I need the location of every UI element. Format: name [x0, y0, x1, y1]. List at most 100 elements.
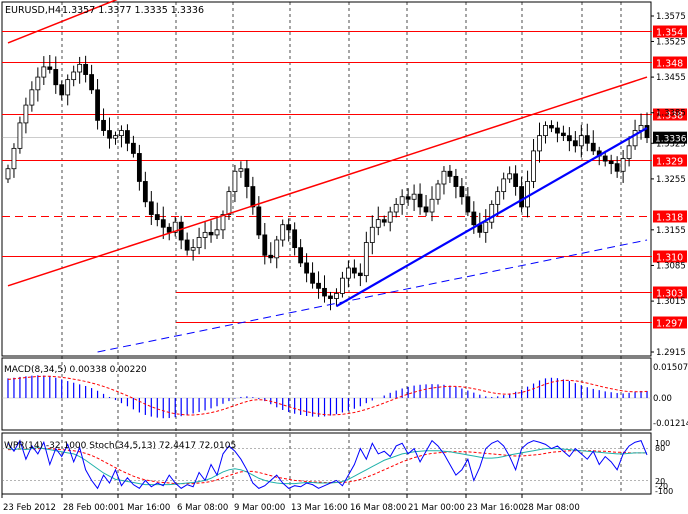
candle-body — [304, 262, 309, 274]
candle-body — [543, 125, 548, 137]
osc-tick-label-1: 80 — [655, 444, 665, 453]
candle-body — [142, 181, 148, 203]
candle — [113, 131, 118, 145]
candle-body — [351, 267, 357, 274]
wpr-line — [7, 439, 648, 490]
candle-body — [453, 175, 459, 187]
candle-body — [555, 127, 560, 134]
candle-body — [322, 287, 327, 297]
candle — [83, 55, 89, 83]
time-tick-label-0: 23 Feb 2012 — [3, 503, 56, 513]
candle-body — [495, 191, 501, 205]
candle — [101, 108, 106, 136]
candle — [340, 271, 345, 298]
candle-body — [280, 224, 286, 241]
candle — [298, 239, 304, 267]
candle — [435, 179, 441, 205]
time-tick-label-1: 28 Feb 00:00 — [63, 503, 119, 513]
candle — [292, 222, 298, 256]
candle-body — [584, 135, 590, 144]
candle — [537, 122, 542, 163]
candle — [489, 200, 495, 229]
candle-body — [59, 84, 65, 96]
candle-body — [578, 135, 584, 147]
time-tick-label-8: 23 Mar 16:00 — [467, 503, 524, 513]
candle-body — [381, 219, 387, 223]
candle-body — [220, 214, 226, 231]
level-box-1 — [653, 56, 687, 69]
level-box-6 — [653, 286, 687, 299]
candle — [244, 160, 250, 199]
level-box-2 — [653, 108, 687, 121]
candle — [614, 156, 620, 178]
candle-body — [23, 104, 29, 124]
candle-body — [71, 71, 77, 81]
candle-body — [346, 267, 351, 279]
candle — [405, 188, 411, 206]
candle-body — [131, 142, 136, 154]
osc-tick-label-4: -100 — [655, 487, 673, 496]
candle-body — [608, 160, 614, 165]
candle-body — [256, 206, 262, 236]
candle-body — [465, 196, 471, 213]
candle-body — [268, 254, 274, 259]
candle — [369, 215, 375, 255]
candle — [142, 171, 148, 208]
osc-title: WPR(14) -32.1000 Stoch(34,5,13) 72.4417 … — [4, 441, 236, 451]
level-label-7: 1.297 — [656, 319, 683, 330]
candle — [602, 150, 608, 167]
candle — [316, 271, 321, 299]
candle-body — [459, 186, 465, 198]
candle — [214, 216, 220, 239]
time-tick-label-9: 28 Mar 08:00 — [523, 503, 580, 513]
time-axis: 23 Feb 2012 28 Feb 00:00 1 Mar 16:00 6 Mar … — [1, 494, 580, 513]
candle — [626, 136, 632, 167]
candle — [620, 149, 626, 183]
candle — [11, 143, 17, 178]
candle-body — [405, 196, 411, 200]
candle — [322, 275, 327, 303]
panel-frames — [1, 1, 652, 495]
chart-symbol: EURUSD,H4 — [5, 5, 61, 16]
candle-body — [298, 247, 304, 264]
candle-body — [357, 272, 363, 277]
candle — [268, 242, 274, 264]
candle-body — [435, 183, 441, 200]
candle-body — [399, 196, 405, 205]
candle-body — [238, 168, 244, 172]
candle-body — [274, 239, 280, 259]
candle-body — [286, 224, 292, 231]
time-tick-label-4: 9 Mar 00:00 — [234, 503, 285, 513]
candle — [262, 222, 268, 265]
candle — [417, 183, 423, 215]
candle-body — [632, 130, 638, 147]
candle-body — [89, 74, 94, 91]
candle-body — [531, 150, 536, 182]
trend-line-0 — [7, 0, 118, 44]
level-label-2: 1.338 — [656, 111, 683, 122]
price-tick-label-9: 1.2915 — [656, 348, 686, 358]
level-label-1: 1.348 — [656, 59, 683, 70]
time-tick-label-7: 21 Mar 00:00 — [408, 503, 465, 513]
candle — [578, 124, 584, 158]
candle-body — [614, 163, 620, 172]
price-tick-label-4: 1.3325 — [656, 139, 686, 149]
candle — [23, 97, 29, 134]
candle — [17, 116, 23, 154]
candle — [172, 216, 178, 237]
candle — [29, 81, 35, 112]
candle-body — [310, 272, 315, 284]
candle — [543, 121, 548, 144]
candle-body — [35, 76, 41, 91]
panel-frame-2 — [1, 432, 652, 495]
level-label-0: 1.354 — [656, 28, 683, 39]
candle — [184, 232, 190, 256]
candle-body — [83, 63, 89, 75]
candle — [148, 191, 154, 225]
candle-body — [375, 219, 381, 228]
candle-body — [113, 135, 118, 139]
candle — [561, 125, 566, 141]
candle — [65, 74, 71, 106]
stoch-signal-line — [7, 448, 648, 485]
candle-body — [525, 181, 530, 208]
